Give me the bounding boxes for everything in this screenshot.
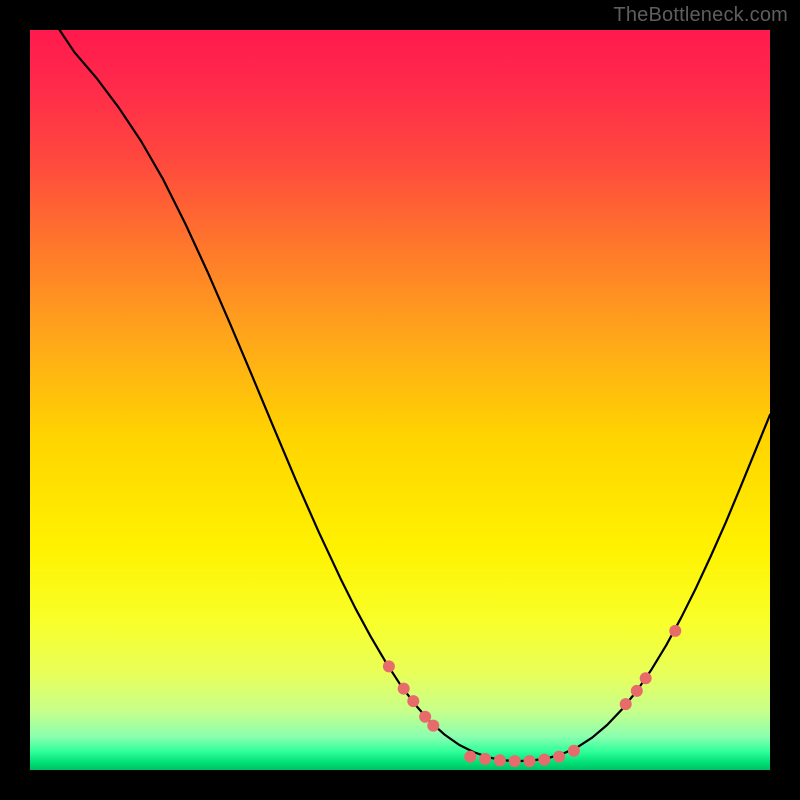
chart-curve-layer [30,30,770,770]
data-marker [568,745,580,757]
watermark-text: TheBottleneck.com [613,4,788,27]
chart-plot-area [30,30,770,770]
data-marker [620,698,632,710]
data-marker [494,754,506,766]
data-marker [524,755,536,767]
data-marker [669,625,681,637]
data-marker [464,751,476,763]
data-marker [509,755,521,767]
marker-group [383,625,681,767]
data-marker [383,660,395,672]
data-marker [538,754,550,766]
data-marker [553,751,565,763]
data-marker [427,720,439,732]
bottleneck-curve [60,30,770,761]
data-marker [479,753,491,765]
data-marker [419,711,431,723]
data-marker [631,685,643,697]
data-marker [407,695,419,707]
data-marker [640,672,652,684]
data-marker [398,683,410,695]
